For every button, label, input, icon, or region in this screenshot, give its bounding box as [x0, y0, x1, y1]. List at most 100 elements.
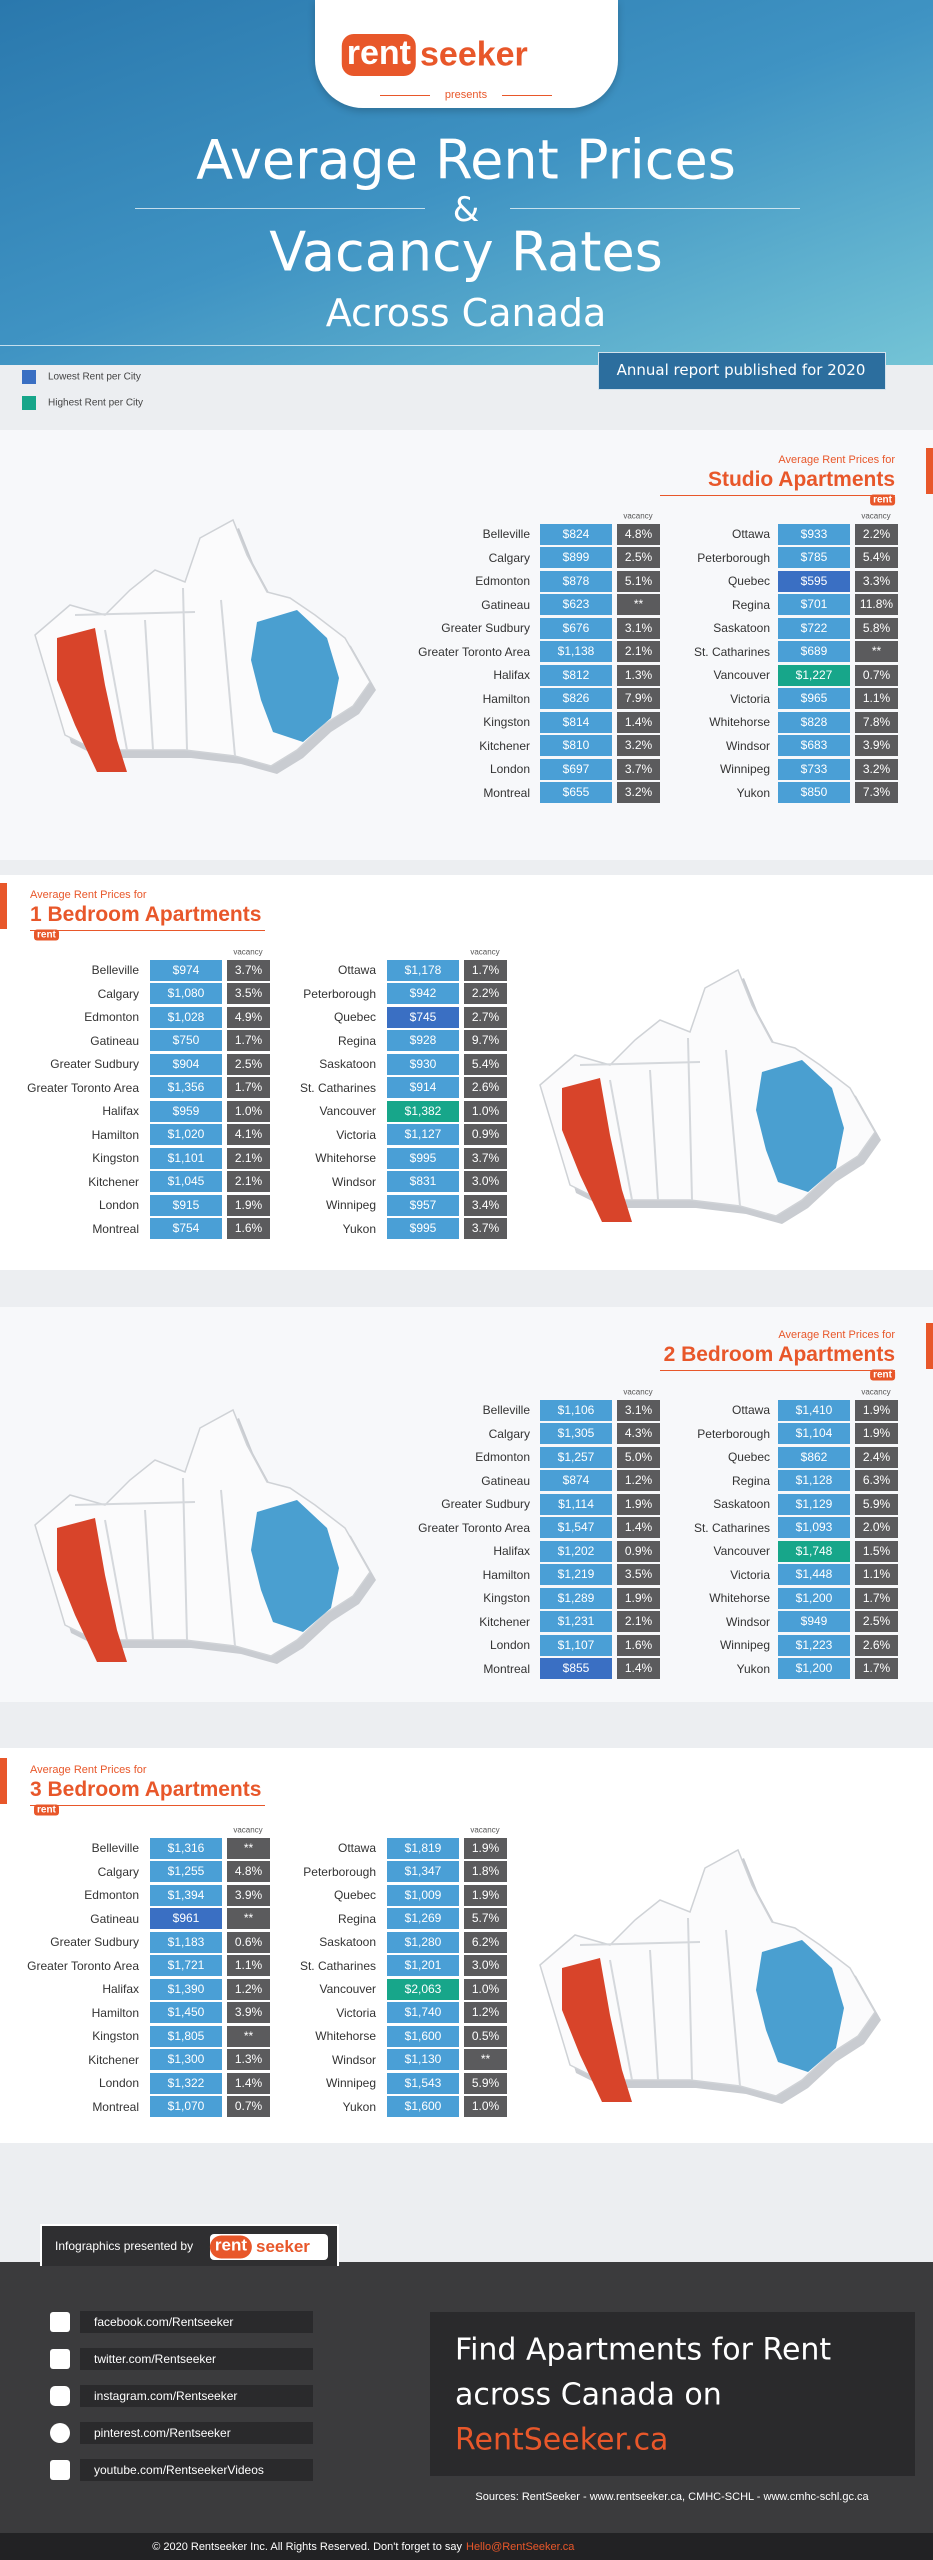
rent-cell: $1,200: [778, 1587, 850, 1609]
rent-cell: $1,101: [150, 1147, 222, 1169]
vacancy-cell: 6.2%: [464, 1931, 507, 1953]
title-ampersand: &: [452, 190, 480, 230]
title-rule: [135, 208, 425, 209]
rent-cell: $812: [540, 664, 612, 686]
social-link[interactable]: instagram.com/Rentseeker: [94, 2389, 238, 2403]
social-link[interactable]: facebook.com/Rentseeker: [94, 2315, 234, 2329]
vacancy-cell: 2.0%: [855, 1517, 898, 1538]
rent-cell: $1,231: [540, 1611, 612, 1632]
city-name: Victoria: [336, 1127, 376, 1142]
social-icon[interactable]: [50, 2312, 70, 2332]
city-name: Peterborough: [303, 1864, 376, 1879]
section-tag: rent: [34, 1804, 59, 1816]
rent-cell: $1,448: [778, 1564, 850, 1585]
vacancy-header: vacancy: [861, 1387, 891, 1397]
city-name: Gatineau: [481, 597, 530, 612]
social-icon[interactable]: [50, 2386, 70, 2406]
city-name: London: [98, 1198, 139, 1212]
rent-cell: $878: [540, 570, 612, 592]
city-name: Windsor: [331, 1174, 376, 1189]
city-name: Calgary: [488, 1426, 530, 1441]
vacancy-cell: 1.0%: [464, 1978, 507, 2000]
map-border: [609, 1079, 633, 1201]
vacancy-header: vacancy: [623, 511, 653, 521]
vacancy-cell: 1.4%: [617, 1517, 660, 1538]
rent-cell: $1,269: [387, 1908, 459, 1929]
map-bc: [57, 628, 127, 772]
title-rule: [30, 930, 265, 931]
rent-cell: $862: [778, 1446, 850, 1468]
rent-cell: $1,347: [387, 1861, 459, 1882]
logo-seeker: seeker: [420, 35, 528, 74]
vacancy-cell: 1.0%: [464, 2096, 507, 2117]
vacancy-cell: 2.2%: [855, 523, 898, 545]
rent-cell: $995: [387, 1147, 459, 1169]
presents: presents: [444, 89, 488, 101]
social-link[interactable]: pinterest.com/Rentseeker: [94, 2426, 231, 2440]
city-name: Calgary: [488, 550, 530, 565]
rent-cell: $689: [778, 641, 850, 662]
city-name: Hamilton: [91, 1127, 139, 1142]
city-name: Vancouver: [319, 1104, 376, 1118]
city-name: Saskatoon: [713, 621, 770, 635]
email-link[interactable]: Hello@RentSeeker.ca: [466, 2541, 575, 2553]
city-name: Montreal: [92, 1221, 139, 1236]
vacancy-cell: 1.9%: [617, 1493, 660, 1515]
social-link[interactable]: twitter.com/Rentseeker: [94, 2352, 217, 2366]
vacancy-cell: 1.2%: [464, 2002, 507, 2023]
city-name: Greater Toronto Area: [418, 1520, 530, 1535]
city-name: St. Catharines: [693, 1520, 770, 1535]
vacancy-header: vacancy: [623, 1387, 653, 1397]
cta-link[interactable]: RentSeeker.ca: [455, 2422, 669, 2458]
city-name: Halifax: [493, 668, 530, 682]
vacancy-cell: 3.5%: [227, 983, 270, 1004]
vacancy-cell: 0.7%: [855, 664, 898, 686]
vacancy-cell: 3.9%: [227, 2002, 270, 2023]
map-border: [144, 619, 154, 751]
social-icon[interactable]: [50, 2423, 70, 2443]
vacancy-cell: 5.0%: [617, 1446, 660, 1468]
city-name: Quebec: [333, 1010, 376, 1024]
canada-map: [34, 1408, 376, 1664]
vacancy-cell: 0.6%: [227, 1931, 270, 1953]
map-border: [725, 1049, 741, 1207]
rent-cell: $1,178: [387, 959, 459, 981]
city-name: Greater Toronto Area: [27, 1080, 139, 1095]
rent-cell: $1,547: [540, 1517, 612, 1538]
map-bc: [57, 1518, 127, 1662]
title-rule: [660, 495, 895, 496]
rent-cell: $965: [778, 688, 850, 709]
legend-label: Highest Rent per City: [48, 397, 144, 409]
vacancy-cell: 1.0%: [464, 1100, 507, 1122]
city-name: Ottawa: [731, 1403, 770, 1417]
rent-cell: $850: [778, 782, 850, 803]
vacancy-cell: 4.3%: [617, 1423, 660, 1444]
vacancy-cell: 3.7%: [464, 1147, 507, 1169]
rent-cell: $750: [150, 1030, 222, 1051]
city-name: Montreal: [92, 2099, 139, 2114]
canada-map: [539, 968, 881, 1224]
social-link[interactable]: youtube.com/RentseekerVideos: [94, 2463, 264, 2477]
social-icon[interactable]: [50, 2460, 70, 2480]
map-border: [579, 1941, 701, 1946]
vacancy-cell: **: [227, 1908, 270, 1929]
rent-cell: $697: [540, 758, 612, 780]
cta-box: [430, 2312, 915, 2476]
vacancy-cell: 3.1%: [617, 617, 660, 639]
map-bc: [562, 1078, 632, 1222]
rent-cell: $974: [150, 959, 222, 981]
vacancy-cell: 3.2%: [617, 782, 660, 803]
section-label: Average Rent Prices for: [778, 454, 895, 466]
rent-cell: $722: [778, 617, 850, 639]
city-name: Yukon: [736, 785, 770, 800]
vacancy-cell: 9.7%: [464, 1030, 507, 1051]
vacancy-cell: 1.7%: [855, 1587, 898, 1609]
city-name: Vancouver: [713, 1544, 770, 1558]
social-icon[interactable]: [50, 2349, 70, 2369]
rent-cell: $1,201: [387, 1955, 459, 1976]
vacancy-cell: 3.7%: [227, 959, 270, 981]
map-bc: [562, 1958, 632, 2102]
rent-cell: $904: [150, 1053, 222, 1075]
rent-cell: $1,805: [150, 2025, 222, 2047]
vacancy-cell: 1.7%: [855, 1658, 898, 1679]
